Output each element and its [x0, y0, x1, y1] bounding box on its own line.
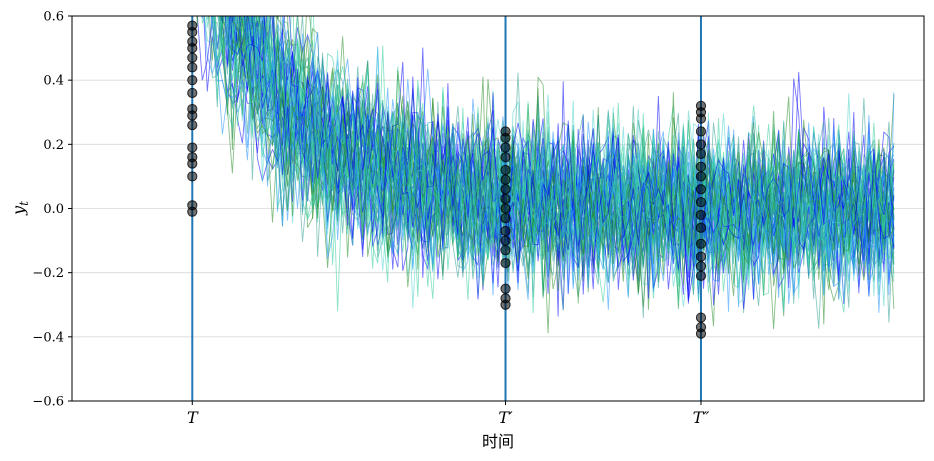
sample-point: [695, 171, 707, 182]
sample-point: [695, 184, 707, 195]
sample-point: [500, 225, 511, 237]
sample-point: [187, 87, 198, 99]
series-line: [204, 16, 895, 300]
sample-point: [187, 119, 198, 131]
sample-point: [187, 36, 198, 47]
series-line: [239, 16, 895, 281]
y-tick-label: 0.6: [43, 10, 64, 25]
y-axis-title-main: y: [9, 205, 28, 216]
x-tick-label: T: [187, 408, 199, 427]
sample-point: [695, 238, 707, 249]
sample-point: [500, 142, 511, 153]
sample-point: [187, 103, 198, 115]
series-lines: [191, 16, 895, 334]
sample-point: [187, 171, 198, 182]
x-tick-label: T′: [498, 408, 513, 427]
sample-point: [695, 126, 707, 137]
sample-point: [695, 100, 707, 111]
y-tick-label: 0.2: [43, 138, 64, 153]
sample-point: [187, 62, 198, 73]
sample-point: [187, 206, 198, 217]
x-axis: T T′ T″: [187, 401, 709, 427]
series-line: [216, 16, 895, 302]
sample-points: [187, 20, 707, 339]
y-axis-title-subscript: t: [17, 201, 31, 206]
sample-point: [187, 142, 198, 153]
sample-point: [500, 184, 511, 195]
sample-point: [695, 161, 707, 172]
sample-point: [500, 203, 511, 214]
series-line: [226, 16, 895, 296]
sample-point: [695, 148, 707, 160]
sample-point: [187, 75, 198, 86]
series-line: [213, 16, 895, 289]
sample-point: [695, 139, 707, 150]
sample-point: [695, 251, 707, 262]
sample-point: [500, 174, 511, 185]
sample-point: [187, 52, 198, 63]
sample-point: [695, 209, 707, 221]
series-line: [245, 16, 895, 295]
sample-point: [695, 222, 707, 233]
sample-point: [695, 312, 707, 323]
sample-point: [500, 293, 511, 304]
sample-point: [500, 245, 511, 256]
y-tick-label: 0.0: [43, 202, 64, 217]
sample-point: [695, 322, 707, 333]
sample-point: [695, 196, 707, 208]
sample-point: [500, 126, 511, 137]
series-line: [196, 16, 895, 334]
sample-point: [695, 261, 707, 272]
sample-point: [500, 152, 511, 163]
y-tick-label: −0.4: [32, 330, 64, 345]
y-tick-label: −0.2: [32, 266, 64, 281]
y-axis-title: yt: [9, 201, 31, 216]
sample-point: [187, 152, 198, 163]
sample-point: [500, 164, 511, 176]
sample-point: [500, 257, 511, 269]
y-tick-label: 0.4: [43, 74, 64, 89]
sample-point: [695, 270, 707, 281]
sample-point: [500, 283, 511, 294]
sample-point: [500, 193, 511, 204]
y-axis: −0.6 −0.4 −0.2 0.0 0.2 0.4 0.6: [32, 10, 72, 410]
series-line: [217, 16, 895, 300]
x-tick-label: T″: [693, 408, 710, 427]
y-tick-label: −0.6: [32, 395, 64, 410]
sample-point: [500, 213, 511, 224]
sample-point: [500, 235, 511, 246]
x-axis-title: 时间: [482, 432, 514, 451]
sample-point: [187, 20, 198, 31]
